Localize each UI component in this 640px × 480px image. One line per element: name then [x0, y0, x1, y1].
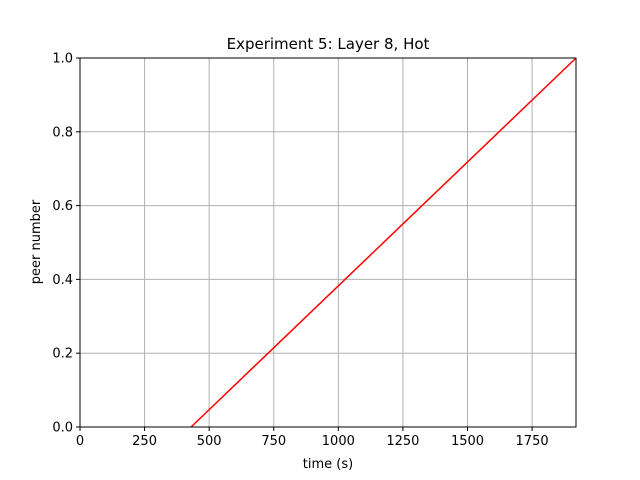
x-tick-label: 750 — [261, 434, 286, 449]
y-axis-ticks: 0.0 0.2 0.4 0.6 0.8 1.0 — [52, 52, 80, 436]
x-axis-label: time (s) — [303, 457, 353, 472]
y-tick-label: 0.8 — [52, 125, 73, 140]
x-tick-label: 1000 — [322, 434, 355, 449]
series-line-0 — [190, 57, 577, 428]
x-tick-label: 250 — [132, 434, 157, 449]
y-axis-label: peer number — [29, 199, 44, 284]
y-tick-label: 0.2 — [52, 347, 73, 362]
plot-frame — [79, 57, 577, 428]
x-tick-label: 0 — [76, 434, 84, 449]
x-tick-label: 1500 — [451, 434, 484, 449]
x-axis-ticks: 0 250 500 750 1000 1250 1500 1750 — [76, 427, 549, 449]
x-tick-label: 1250 — [386, 434, 419, 449]
y-tick-label: 0.0 — [52, 421, 73, 436]
y-tick-label: 0.6 — [52, 199, 73, 214]
y-tick-label: 0.4 — [52, 273, 73, 288]
series-group — [190, 57, 577, 428]
x-tick-label: 1750 — [516, 434, 549, 449]
x-tick-label: 500 — [197, 434, 222, 449]
y-tick-label: 1.0 — [52, 52, 73, 67]
chart-title: Experiment 5: Layer 8, Hot — [227, 35, 430, 53]
